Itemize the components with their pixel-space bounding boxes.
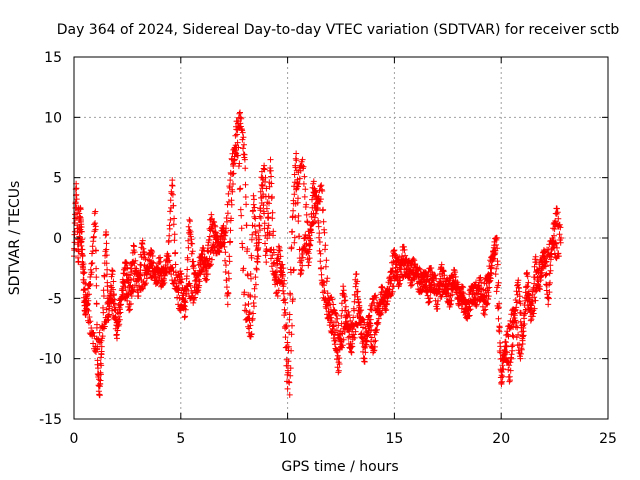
x-axis-label: GPS time / hours bbox=[281, 459, 398, 475]
data-point bbox=[481, 307, 488, 314]
y-tick-label: 0 bbox=[53, 231, 62, 247]
x-tick-label: 20 bbox=[492, 431, 510, 447]
data-point bbox=[293, 150, 300, 157]
y-tick-label: -10 bbox=[39, 352, 62, 368]
data-point bbox=[267, 156, 274, 163]
data-point-trail bbox=[75, 139, 562, 386]
plot-frame bbox=[73, 56, 609, 420]
grid-layer bbox=[74, 57, 608, 419]
y-tick-label: 5 bbox=[53, 171, 62, 187]
x-tick-label: 10 bbox=[279, 431, 297, 447]
data-point bbox=[305, 259, 312, 266]
y-tick-label: -5 bbox=[48, 291, 62, 307]
data-point bbox=[250, 192, 257, 199]
data-point bbox=[263, 259, 270, 266]
data-points-layer bbox=[71, 109, 565, 399]
x-tick-label: 0 bbox=[70, 431, 79, 447]
data-point bbox=[348, 349, 355, 356]
data-point bbox=[224, 301, 231, 308]
data-point bbox=[284, 385, 291, 392]
data-point bbox=[254, 253, 261, 260]
x-tick-label: 25 bbox=[599, 431, 617, 447]
tick-layer: -15 -10 -5 0 5 10 15 0 5 10 15 20 25 bbox=[39, 50, 617, 447]
chart-title: Day 364 of 2024, Sidereal Day-to-day VTE… bbox=[57, 22, 620, 38]
x-tick-label: 15 bbox=[385, 431, 403, 447]
data-point bbox=[545, 301, 552, 308]
data-point bbox=[340, 283, 347, 290]
y-tick-label: 10 bbox=[44, 110, 62, 126]
y-tick-label: -15 bbox=[39, 412, 62, 428]
data-point bbox=[466, 307, 473, 314]
data-series bbox=[71, 109, 565, 399]
data-point bbox=[182, 313, 189, 320]
data-point bbox=[241, 307, 248, 314]
data-point-trail bbox=[71, 109, 564, 399]
data-point bbox=[169, 177, 176, 184]
y-axis-label: SDTVAR / TECUs bbox=[7, 181, 23, 296]
data-point bbox=[186, 216, 193, 223]
data-point bbox=[286, 391, 293, 398]
x-tick-label: 5 bbox=[176, 431, 185, 447]
data-series bbox=[75, 139, 562, 398]
y-tick-label: 15 bbox=[44, 50, 62, 66]
